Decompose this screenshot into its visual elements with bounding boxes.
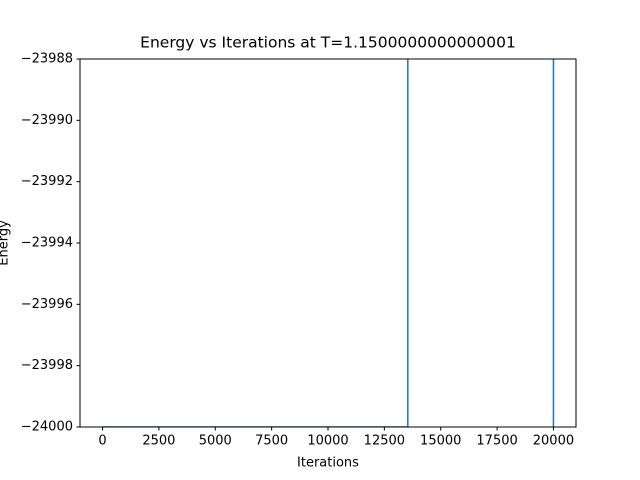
- x-tick-label: 0: [98, 434, 106, 449]
- x-tick-label: 7500: [255, 434, 288, 449]
- y-tick-label: −23992: [21, 174, 73, 189]
- y-tick-label: −23998: [21, 358, 73, 373]
- x-tick-label: 5000: [199, 434, 232, 449]
- x-tick-label: 20000: [533, 434, 574, 449]
- x-tick-label: 17500: [476, 434, 517, 449]
- x-tick-label: 15000: [420, 434, 461, 449]
- y-tick-label: −23988: [21, 52, 73, 67]
- y-tick-label: −23994: [21, 236, 73, 251]
- chart-title: Energy vs Iterations at T=1.150000000000…: [140, 34, 516, 52]
- x-tick-label: 2500: [142, 434, 175, 449]
- x-axis-label: Iterations: [297, 456, 359, 471]
- y-tick-label: −23996: [21, 297, 73, 312]
- y-tick-label: −23990: [21, 113, 73, 128]
- y-axis-label: Energy: [0, 220, 12, 266]
- y-tick-label: −24000: [21, 420, 73, 435]
- x-tick-label: 10000: [307, 434, 348, 449]
- x-tick-label: 12500: [364, 434, 405, 449]
